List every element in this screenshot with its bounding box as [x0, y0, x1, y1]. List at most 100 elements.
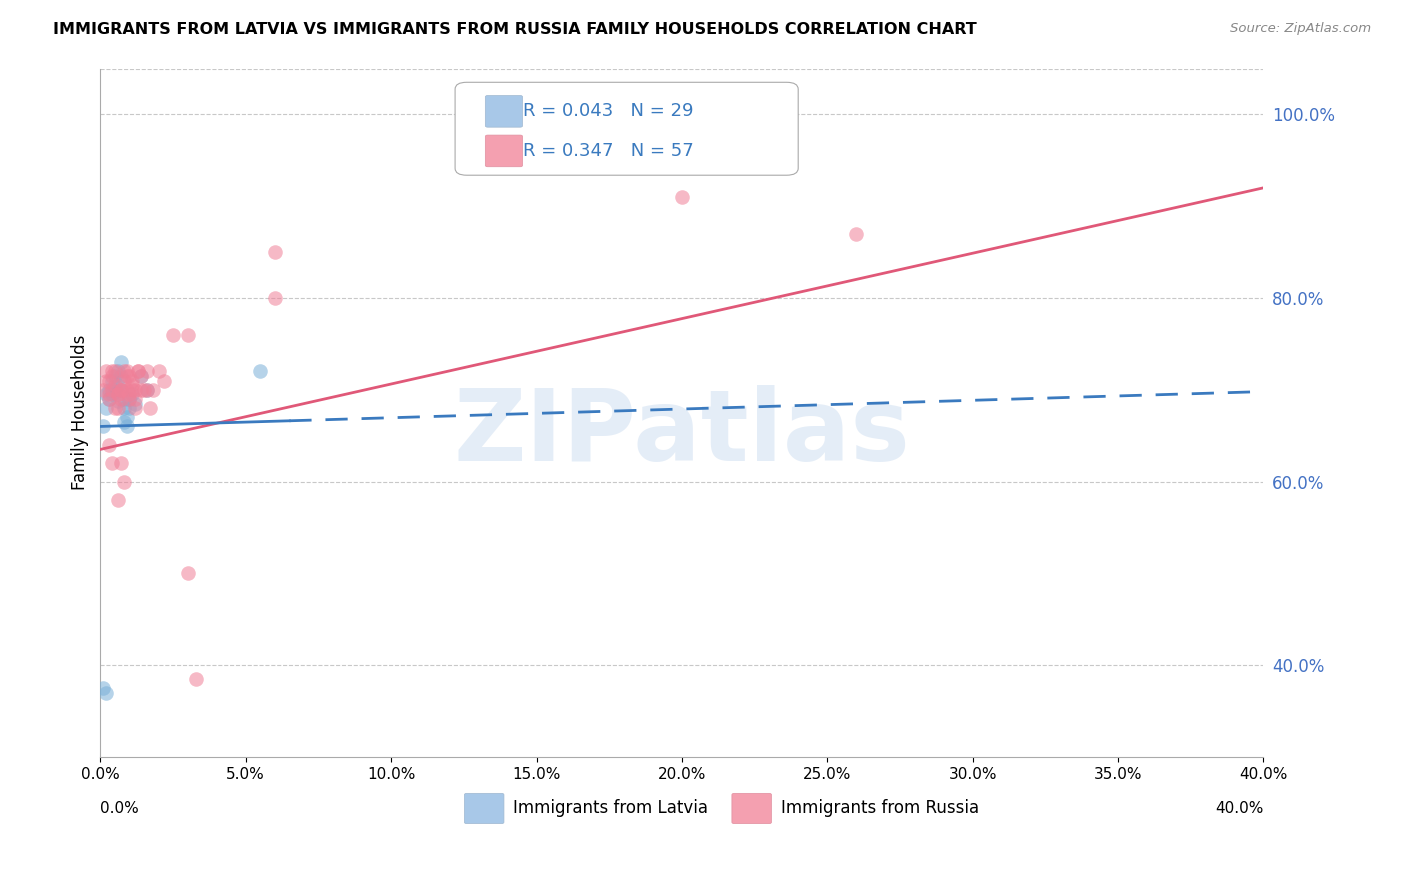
Point: [186, 672, 208, 686]
Point: [110, 383, 132, 397]
Point: [249, 364, 271, 378]
Point: [110, 456, 132, 470]
Point: [107, 492, 129, 507]
Point: [135, 383, 157, 397]
Point: [91, 419, 114, 434]
Point: [107, 387, 129, 401]
Point: [98, 392, 121, 406]
Point: [118, 392, 141, 406]
Point: [112, 401, 135, 416]
Point: [115, 364, 138, 378]
Point: [107, 401, 129, 416]
Point: [112, 475, 135, 489]
Text: IMMIGRANTS FROM LATVIA VS IMMIGRANTS FROM RUSSIA FAMILY HOUSEHOLDS CORRELATION C: IMMIGRANTS FROM LATVIA VS IMMIGRANTS FRO…: [53, 22, 977, 37]
Text: Source: ZipAtlas.com: Source: ZipAtlas.com: [1230, 22, 1371, 36]
Point: [112, 374, 135, 388]
Point: [112, 415, 135, 429]
Point: [118, 368, 141, 383]
Point: [263, 291, 285, 305]
Point: [101, 456, 124, 470]
Point: [101, 364, 124, 378]
Point: [96, 401, 118, 416]
Text: Immigrants from Latvia: Immigrants from Latvia: [513, 799, 709, 817]
Point: [118, 392, 141, 406]
Point: [101, 368, 124, 383]
Point: [110, 392, 132, 406]
Point: [121, 383, 143, 397]
Point: [129, 368, 152, 383]
Point: [153, 374, 176, 388]
Point: [110, 368, 132, 383]
Point: [135, 383, 157, 397]
Point: [121, 387, 143, 401]
Point: [91, 681, 114, 695]
Point: [162, 327, 184, 342]
Point: [115, 368, 138, 383]
Point: [121, 374, 143, 388]
Point: [110, 383, 132, 397]
Point: [107, 387, 129, 401]
Point: [148, 364, 170, 378]
Point: [101, 383, 124, 397]
Text: ZIPatlas: ZIPatlas: [454, 384, 910, 482]
Point: [107, 364, 129, 378]
Point: [127, 364, 149, 378]
Point: [107, 393, 129, 408]
Point: [96, 387, 118, 401]
Point: [96, 364, 118, 378]
Point: [176, 566, 198, 581]
Point: [110, 383, 132, 397]
FancyBboxPatch shape: [464, 793, 503, 823]
Text: R = 0.043   N = 29: R = 0.043 N = 29: [523, 103, 693, 120]
Point: [124, 392, 146, 406]
Point: [98, 374, 121, 388]
FancyBboxPatch shape: [733, 793, 772, 823]
Point: [96, 685, 118, 699]
Point: [115, 383, 138, 397]
Point: [112, 364, 135, 378]
Point: [142, 383, 165, 397]
Point: [98, 392, 121, 406]
FancyBboxPatch shape: [485, 135, 523, 167]
Point: [176, 327, 198, 342]
Point: [132, 383, 155, 397]
Point: [104, 401, 127, 416]
Point: [124, 383, 146, 397]
Point: [124, 401, 146, 416]
Point: [115, 410, 138, 425]
Point: [135, 364, 157, 378]
Point: [101, 387, 124, 401]
Text: 40.0%: 40.0%: [1215, 801, 1264, 816]
Point: [121, 378, 143, 392]
Point: [112, 392, 135, 406]
Y-axis label: Family Households: Family Households: [72, 335, 89, 491]
Point: [129, 368, 152, 383]
Point: [98, 383, 121, 397]
Point: [98, 438, 121, 452]
Point: [101, 374, 124, 388]
Point: [127, 364, 149, 378]
Point: [104, 383, 127, 397]
Point: [671, 190, 693, 204]
Point: [124, 396, 146, 410]
Point: [107, 378, 129, 392]
Point: [845, 227, 868, 241]
Point: [118, 401, 141, 416]
Point: [104, 368, 127, 383]
Point: [129, 383, 152, 397]
Text: 0.0%: 0.0%: [100, 801, 139, 816]
Point: [139, 401, 162, 416]
Point: [91, 383, 114, 397]
Text: Immigrants from Russia: Immigrants from Russia: [780, 799, 979, 817]
Point: [118, 387, 141, 401]
Point: [98, 387, 121, 401]
Text: R = 0.347   N = 57: R = 0.347 N = 57: [523, 142, 693, 160]
Point: [110, 355, 132, 369]
Point: [115, 419, 138, 434]
Point: [104, 378, 127, 392]
FancyBboxPatch shape: [485, 95, 523, 128]
Point: [263, 245, 285, 260]
Point: [96, 374, 118, 388]
FancyBboxPatch shape: [456, 82, 799, 175]
Point: [104, 364, 127, 378]
